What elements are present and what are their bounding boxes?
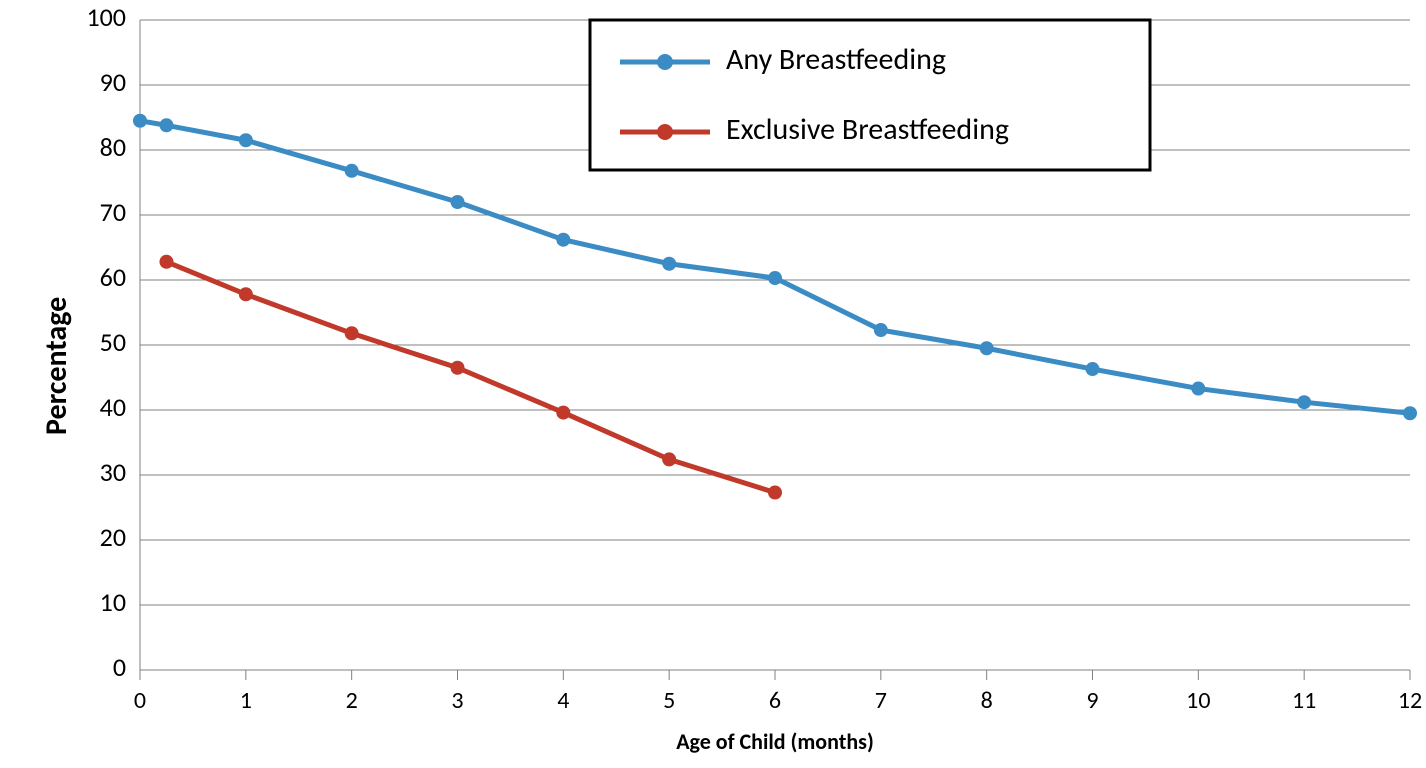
- series-marker: [451, 361, 465, 375]
- series-marker: [1191, 382, 1205, 396]
- series-marker: [239, 133, 253, 147]
- series-marker: [345, 164, 359, 178]
- x-tick-label: 8: [981, 686, 993, 715]
- series-marker: [159, 118, 173, 132]
- series-marker: [768, 486, 782, 500]
- series-marker: [980, 341, 994, 355]
- series-marker: [662, 452, 676, 466]
- series-marker: [874, 323, 888, 337]
- x-tick-label: 6: [769, 686, 781, 715]
- y-tick-label: 20: [100, 521, 126, 553]
- x-tick-label: 4: [557, 686, 569, 715]
- series-marker: [451, 195, 465, 209]
- y-tick-label: 0: [113, 651, 126, 683]
- series-marker: [159, 255, 173, 269]
- y-tick-label: 80: [100, 131, 126, 163]
- y-tick-label: 90: [100, 66, 126, 98]
- x-axis-label: Age of Child (months): [140, 728, 1410, 755]
- series-marker: [1086, 362, 1100, 376]
- chart-container: 01020304050607080901000123456789101112An…: [0, 0, 1426, 768]
- y-tick-label: 10: [100, 586, 126, 618]
- x-tick-label: 12: [1398, 686, 1422, 715]
- x-tick-label: 11: [1292, 686, 1316, 715]
- x-tick-label: 10: [1186, 686, 1210, 715]
- legend-marker: [657, 124, 673, 140]
- y-tick-label: 50: [100, 326, 126, 358]
- y-axis-label: Percentage: [38, 297, 75, 435]
- x-tick-label: 5: [663, 686, 675, 715]
- x-tick-label: 0: [134, 686, 146, 715]
- y-tick-label: 70: [100, 196, 126, 228]
- series-marker: [345, 326, 359, 340]
- series-marker: [239, 287, 253, 301]
- series-marker: [133, 114, 147, 128]
- x-tick-label: 1: [240, 686, 252, 715]
- line-chart: 01020304050607080901000123456789101112An…: [0, 0, 1426, 768]
- legend-label: Any Breastfeeding: [726, 41, 946, 78]
- series-marker: [768, 271, 782, 285]
- series-marker: [1403, 406, 1417, 420]
- y-tick-label: 60: [100, 261, 126, 293]
- y-tick-label: 100: [86, 1, 126, 33]
- legend-label: Exclusive Breastfeeding: [726, 111, 1009, 148]
- series-marker: [1297, 395, 1311, 409]
- x-tick-label: 9: [1086, 686, 1098, 715]
- series-marker: [556, 406, 570, 420]
- x-tick-label: 2: [346, 686, 358, 715]
- x-tick-label: 7: [875, 686, 887, 715]
- series-marker: [662, 257, 676, 271]
- y-tick-label: 40: [100, 391, 126, 423]
- series-marker: [556, 233, 570, 247]
- y-tick-label: 30: [100, 456, 126, 488]
- legend-marker: [657, 54, 673, 70]
- x-tick-label: 3: [451, 686, 463, 715]
